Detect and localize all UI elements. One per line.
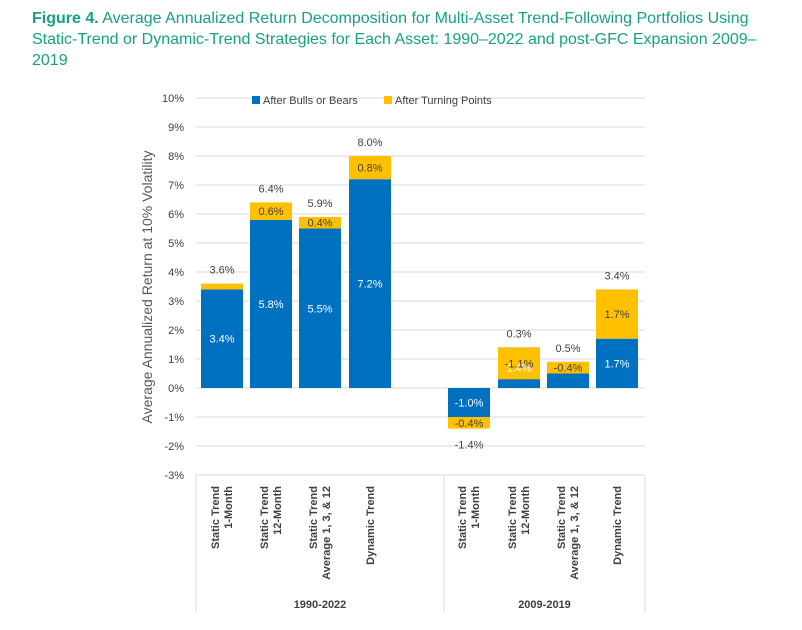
total-label: 0.5% [555, 343, 580, 355]
bar-bulls-bears [596, 338, 638, 388]
y-tick-label: 4% [168, 267, 184, 279]
total-label: 3.4% [604, 270, 629, 282]
data-label-turning-points: -0.4% [554, 363, 583, 375]
y-tick-label: 2% [168, 325, 184, 337]
y-tick-label: 9% [168, 122, 184, 134]
legend-swatch-bulls-bears [252, 96, 260, 104]
group-label: 2009-2019 [518, 599, 571, 611]
category-label: Average 1, 3, & 12 [321, 486, 333, 580]
category-label: Dynamic Trend [612, 486, 624, 565]
category-label: Static Trend [457, 486, 469, 549]
category-label: 1-Month [223, 486, 235, 529]
total-label: 5.9% [307, 198, 332, 210]
data-label-bulls-bears: 7.2% [357, 279, 382, 291]
category-label: Static Trend [210, 486, 222, 549]
y-tick-label: 1% [168, 354, 184, 366]
category-label: Dynamic Trend [365, 486, 377, 565]
total-label: -1.4% [455, 440, 484, 452]
category-label: 1-Month [470, 486, 482, 529]
bar-bulls-bears [201, 289, 243, 388]
bar-turning-points [547, 361, 589, 374]
data-label-turning-points: 0.8% [357, 163, 382, 175]
data-label-bulls-bears: -1.0% [455, 398, 484, 410]
data-label-bulls-bears: 5.5% [307, 303, 332, 315]
data-label-turning-points: 0.4% [307, 218, 332, 230]
data-label-turning-points: -1.1% [505, 358, 534, 370]
y-tick-label: 6% [168, 209, 184, 221]
legend-label-bulls-bears: After Bulls or Bears [263, 95, 358, 107]
bar-bulls-bears [448, 388, 490, 417]
data-label-turning-points: 0.6% [258, 206, 283, 218]
total-label: 8.0% [357, 137, 382, 149]
total-label: 6.4% [258, 183, 283, 195]
y-tick-label: -3% [164, 470, 184, 482]
group-label: 1990-2022 [294, 599, 347, 611]
figure-label: Figure 4. [32, 10, 99, 27]
bar-bulls-bears [299, 228, 341, 388]
y-tick-label: 10% [162, 93, 184, 105]
category-label: Static Trend [308, 486, 320, 549]
y-tick-label: 8% [168, 151, 184, 163]
y-tick-label: 3% [168, 296, 184, 308]
category-label: Static Trend [507, 486, 519, 549]
category-label: Static Trend [259, 486, 271, 549]
bar-turning-points [299, 216, 341, 229]
legend-swatch-turning-points [384, 96, 392, 104]
data-label-turning-points: -0.4% [455, 418, 484, 430]
figure-caption: Figure 4. Average Annualized Return Deco… [32, 8, 782, 71]
category-label: Static Trend [556, 486, 568, 549]
bar-bulls-bears [349, 179, 391, 388]
legend-label-turning-points: After Turning Points [395, 95, 492, 107]
bar-turning-points [250, 202, 292, 220]
y-axis-label: Average Annualized Return at 10% Volatil… [139, 151, 155, 424]
data-label-bulls-bears: 1.7% [604, 358, 629, 370]
total-label: 3.6% [209, 265, 234, 277]
bar-turning-points [448, 417, 490, 429]
y-tick-label: -1% [164, 412, 184, 424]
data-label-turning-points: 1.7% [604, 309, 629, 321]
total-label: 0.3% [506, 328, 531, 340]
y-tick-label: 0% [168, 383, 184, 395]
data-label-bulls-bears: 3.4% [209, 334, 234, 346]
bar-turning-points [349, 156, 391, 180]
category-label: Average 1, 3, & 12 [569, 486, 581, 580]
figure-title: Average Annualized Return Decomposition … [32, 10, 757, 69]
y-tick-label: -2% [164, 441, 184, 453]
bar-turning-points [596, 289, 638, 339]
category-label: 12-Month [272, 486, 284, 535]
y-tick-label: 5% [168, 238, 184, 250]
bar-turning-points [201, 283, 243, 290]
y-tick-label: 7% [168, 180, 184, 192]
data-label-bulls-bears: 1.4% [506, 363, 531, 375]
bar-turning-points [498, 347, 540, 380]
data-label-bulls-bears: 5.8% [258, 299, 283, 311]
bar-bulls-bears [250, 219, 292, 388]
category-label: 12-Month [520, 486, 532, 535]
